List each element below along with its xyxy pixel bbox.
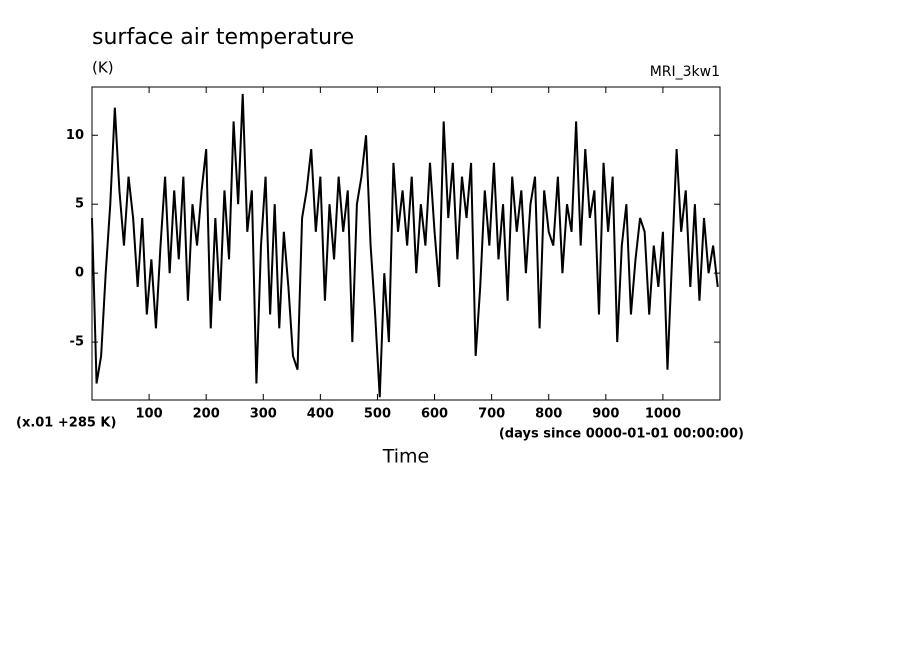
x-tick-label: 100 — [136, 407, 163, 422]
y-tick-label: 10 — [66, 128, 84, 143]
x-tick-label: 800 — [535, 407, 562, 422]
annotation: MRI_3kw1 — [650, 64, 720, 80]
chart-title: surface air temperature — [92, 25, 354, 50]
y-axis-label: (K) — [92, 59, 114, 77]
y-tick-label: 0 — [75, 266, 84, 281]
y-tick-label: -5 — [70, 335, 84, 350]
x-tick-label: 500 — [364, 407, 391, 422]
scale-note: (x.01 +285 K) — [16, 416, 116, 431]
data-line — [91, 93, 719, 398]
x-tick-label: 300 — [250, 407, 277, 422]
x-tick-label: 600 — [421, 407, 448, 422]
x-tick-label: 400 — [307, 407, 334, 422]
x-axis-units: (days since 0000-01-01 00:00:00) — [499, 427, 744, 442]
x-tick-label: 900 — [592, 407, 619, 422]
x-axis-label: Time — [382, 446, 430, 468]
x-tick-label: 700 — [478, 407, 505, 422]
x-tick-label: 200 — [193, 407, 220, 422]
x-tick-label: 1000 — [645, 407, 681, 422]
y-tick-label: 5 — [75, 197, 84, 212]
